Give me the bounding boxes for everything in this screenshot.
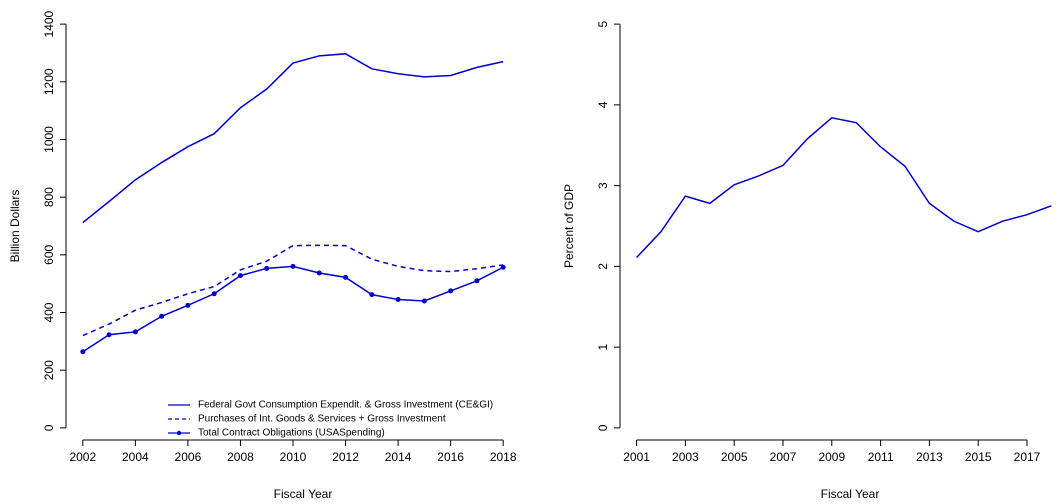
x-tick-label: 2017 [1014,450,1041,464]
series-point [474,278,480,284]
y-tick-label: 4 [596,101,610,108]
x-tick-label: 2003 [672,450,699,464]
series-point [80,349,86,355]
y-axis-label: Percent of GDP [562,184,576,268]
series-point [159,313,165,319]
x-tick-label: 2004 [122,450,149,464]
x-tick-label: 2014 [385,450,412,464]
y-tick-label: 800 [42,187,56,207]
legend-label: Purchases of Int. Goods & Services + Gro… [198,414,446,425]
y-tick-label: 600 [42,245,56,265]
y-tick-label: 0 [42,424,56,431]
legend-label: Federal Govt Consumption Expendit. & Gro… [198,400,493,411]
x-tick-label: 2010 [280,450,307,464]
y-tick-label: 400 [42,302,56,322]
y-tick-label: 5 [596,20,610,27]
y-tick-label: 1400 [42,10,56,37]
series-line [82,53,504,224]
series-point [395,297,401,303]
x-tick-label: 2006 [175,450,202,464]
y-axis-label: Billion Dollars [8,190,22,263]
y-tick-label: 0 [596,424,610,431]
series-point [132,329,138,335]
x-tick-label: 2007 [770,450,797,464]
x-tick-label: 2008 [227,450,254,464]
series-point [421,298,427,304]
legend-label: Total Contract Obligations (USASpending) [198,428,385,439]
series-point [448,288,454,294]
legend-marker [176,430,182,436]
x-tick-label: 2013 [916,450,943,464]
x-axis-label: Fiscal Year [274,487,333,501]
x-tick-label: 2009 [818,450,845,464]
x-tick-label: 2018 [490,450,517,464]
series-point [316,270,322,276]
series-point [106,332,112,338]
y-tick-label: 200 [42,360,56,380]
series-point [500,264,506,270]
x-axis-label: Fiscal Year [821,487,880,501]
x-tick-label: 2005 [721,450,748,464]
series-point [369,292,375,298]
x-tick-label: 2002 [69,450,96,464]
x-tick-label: 2015 [965,450,992,464]
series-point [185,302,191,308]
x-tick-label: 2011 [868,450,894,464]
series-point [343,274,349,280]
y-tick-label: 2 [596,263,610,270]
series-point [237,273,243,279]
series-point [290,263,296,269]
series-point [264,265,270,271]
x-tick-label: 2001 [623,450,650,464]
series-line [82,265,504,353]
y-tick-label: 1000 [42,126,56,153]
y-tick-label: 3 [596,182,610,189]
x-tick-label: 2012 [332,450,359,464]
series-line [636,116,1052,259]
series-line [82,244,504,337]
y-tick-label: 1 [596,343,610,350]
y-tick-label: 1200 [42,68,56,95]
x-tick-label: 2016 [437,450,464,464]
series-point [211,291,217,297]
